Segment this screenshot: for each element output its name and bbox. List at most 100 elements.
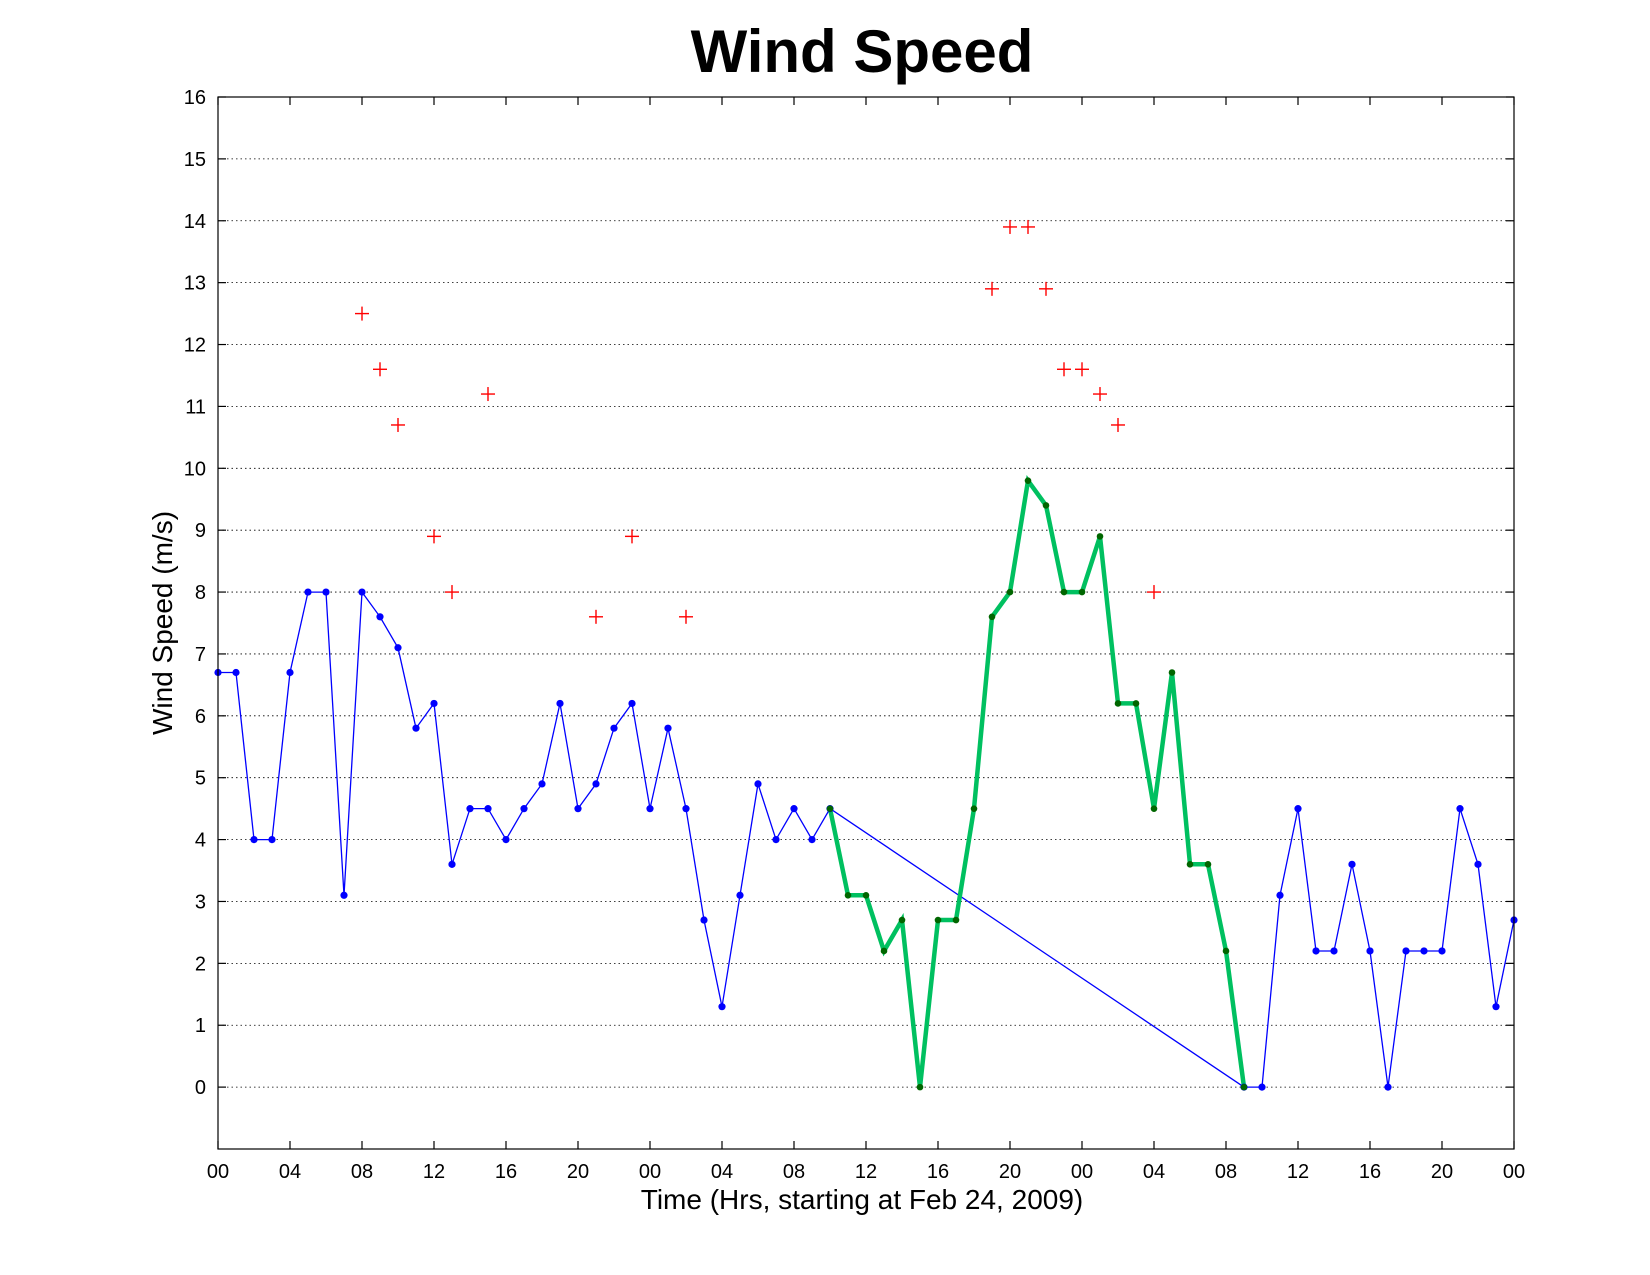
- blue-data-point: [538, 780, 546, 788]
- x-tick-label: 04: [711, 1161, 733, 1183]
- x-tick-label: 16: [1359, 1161, 1381, 1183]
- blue-data-point: [412, 724, 420, 732]
- green-data-point: [1114, 700, 1122, 707]
- green-data-point: [1222, 947, 1230, 955]
- green-data-point: [1060, 588, 1068, 596]
- x-tick-label: 16: [495, 1161, 517, 1183]
- blue-data-point: [808, 835, 816, 844]
- blue-data-point: [466, 805, 474, 813]
- red-plus-marker: [1057, 362, 1071, 377]
- green-data-point: [952, 916, 960, 924]
- red-plus-marker: [373, 362, 387, 377]
- y-tick-label: 15: [184, 149, 206, 171]
- x-tick-label: 12: [855, 1161, 877, 1183]
- blue-data-point: [520, 805, 528, 813]
- red-plus-marker: [625, 529, 639, 544]
- red-plus-marker: [427, 529, 441, 544]
- data-series: [214, 219, 1518, 1091]
- green-data-point: [1096, 533, 1104, 540]
- blue-data-point: [1330, 947, 1338, 955]
- blue-data-point: [394, 644, 402, 652]
- y-tick-label: 8: [195, 582, 206, 604]
- blue-data-point: [232, 668, 240, 677]
- blue-data-point: [340, 891, 348, 899]
- green-data-point: [1006, 588, 1014, 596]
- blue-data-point: [430, 699, 438, 708]
- green-data-point: [880, 947, 888, 955]
- x-tick-label: 16: [927, 1161, 949, 1183]
- y-tick-label: 16: [184, 87, 206, 109]
- x-tick-label: 20: [567, 1161, 589, 1183]
- plot-area: [218, 97, 1514, 1149]
- blue-data-point: [664, 724, 672, 732]
- blue-data-point: [718, 1003, 726, 1011]
- green-data-point: [1204, 861, 1212, 868]
- blue-data-point: [556, 699, 564, 708]
- x-tick-label: 20: [999, 1161, 1021, 1183]
- blue-data-point: [772, 835, 780, 844]
- blue-data-point: [592, 780, 600, 788]
- chart-title: Wind Speed: [691, 18, 1034, 85]
- green-data-point: [1168, 669, 1176, 676]
- blue-data-point: [736, 891, 744, 899]
- blue-data-point: [1438, 947, 1446, 955]
- green-data-point: [988, 613, 996, 621]
- x-tick-label: 12: [423, 1161, 445, 1183]
- green-data-point: [844, 891, 852, 899]
- red-plus-marker: [481, 387, 495, 402]
- green-data-point: [1186, 861, 1194, 868]
- green-data-point: [1024, 477, 1032, 484]
- blue-data-point: [502, 835, 510, 844]
- blue-data-point: [304, 588, 312, 596]
- y-tick-label: 11: [185, 396, 206, 418]
- x-tick-label: 08: [351, 1161, 373, 1183]
- blue-data-point: [1384, 1083, 1392, 1091]
- y-tick-label: 7: [195, 644, 206, 666]
- y-tick-label: 5: [195, 768, 206, 790]
- green-data-point: [862, 891, 870, 899]
- blue-data-point: [448, 860, 456, 868]
- green-data-point: [1042, 502, 1050, 509]
- y-tick-label: 1: [195, 1015, 206, 1037]
- x-tick-label: 20: [1431, 1161, 1453, 1183]
- grid-lines: [218, 96, 1514, 1088]
- blue-data-point: [286, 668, 294, 677]
- red-plus-marker: [1075, 362, 1089, 377]
- blue-data-point: [484, 805, 492, 813]
- x-tick-label: 00: [1503, 1161, 1525, 1183]
- x-tick-label: 08: [783, 1161, 805, 1183]
- y-tick-label: 14: [184, 211, 206, 233]
- y-axis-label: Wind Speed (m/s): [147, 511, 178, 735]
- blue-data-point: [376, 613, 384, 621]
- green-data-point: [1132, 700, 1140, 707]
- red-plus-marker: [355, 306, 369, 321]
- blue-data-point: [1492, 1003, 1500, 1011]
- y-tick-label: 4: [195, 830, 206, 852]
- red-plus-marker: [1021, 219, 1035, 234]
- x-tick-label: 00: [639, 1161, 661, 1183]
- blue-data-point: [700, 916, 708, 924]
- blue-data-point: [790, 805, 798, 813]
- y-tick-label: 0: [195, 1077, 206, 1099]
- blue-data-point: [1276, 891, 1284, 899]
- blue-data-point: [1348, 860, 1356, 868]
- blue-data-point: [574, 805, 582, 813]
- blue-data-point: [268, 835, 276, 844]
- blue-data-point: [754, 780, 762, 788]
- x-tick-label: 00: [1071, 1161, 1093, 1183]
- red-plus-marker: [1111, 417, 1125, 432]
- red-plus-marker: [1003, 219, 1017, 234]
- blue-data-point: [1402, 947, 1410, 955]
- blue-data-point: [1294, 805, 1302, 813]
- green-data-point: [934, 916, 942, 924]
- x-tick-label: 04: [279, 1161, 301, 1183]
- red-plus-marker: [391, 417, 405, 432]
- blue-data-point: [628, 699, 636, 708]
- green-data-point: [1078, 588, 1086, 596]
- blue-data-point: [1312, 947, 1320, 955]
- red-plus-marker: [1147, 585, 1161, 600]
- y-tick-label: 3: [195, 891, 206, 913]
- green-data-point: [898, 916, 906, 924]
- y-tick-label: 13: [184, 273, 206, 295]
